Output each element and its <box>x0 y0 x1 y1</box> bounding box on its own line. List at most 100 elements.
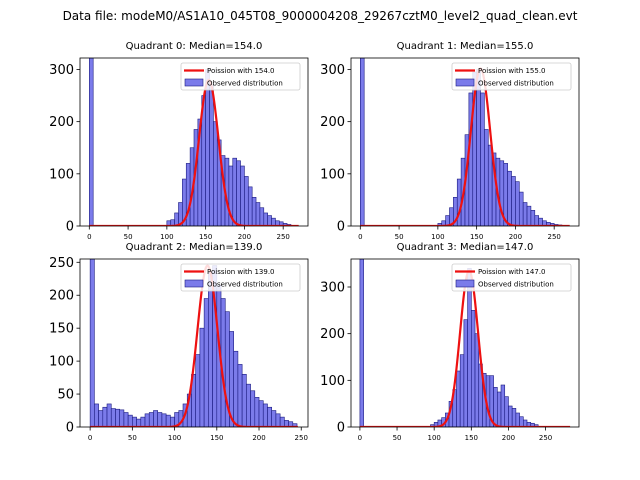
legend-label-poisson: Poission with 155.0 <box>478 67 546 75</box>
histogram-bar <box>259 207 265 226</box>
poisson-curve <box>360 67 570 226</box>
panel-quadrant-0: Quadrant 0: Median=154.0 0 50 100 150 200 250 0… <box>49 41 309 241</box>
x-tick-label: 250 <box>547 233 560 241</box>
y-tick-label: 0 <box>337 220 345 235</box>
histogram-bar <box>271 217 276 226</box>
x-tick-label: 50 <box>395 233 404 241</box>
histogram-bar <box>267 215 272 226</box>
histogram-bar <box>359 259 364 427</box>
histogram-bar <box>275 413 281 427</box>
legend: Poission with 155.0 Observed distribution <box>451 62 572 91</box>
histogram-bar <box>518 191 524 226</box>
legend-bar-swatch <box>184 78 204 87</box>
histogram-bar <box>127 414 133 427</box>
y-tick-label: 0 <box>337 421 345 436</box>
y-tick-label: 200 <box>49 115 74 130</box>
legend-label-poisson: Poission with 154.0 <box>207 67 275 75</box>
histogram-bar <box>262 403 268 427</box>
x-tick-label: 0 <box>87 233 91 241</box>
legend-label-observed: Observed distribution <box>207 281 283 289</box>
histogram-bar <box>236 160 241 226</box>
histogram-bar <box>246 383 251 427</box>
x-tick-label: 100 <box>160 233 173 241</box>
x-tick-label: 250 <box>539 434 552 442</box>
y-tick-label: 100 <box>320 167 345 182</box>
y-tick-label: 150 <box>49 322 74 337</box>
y-tick-label: 200 <box>320 327 345 342</box>
histogram-bar <box>148 412 154 427</box>
y-tick-label: 300 <box>320 63 345 78</box>
histogram-bar <box>144 413 150 427</box>
y-tick-label: 50 <box>57 388 74 403</box>
histogram-bar <box>511 176 516 226</box>
legend: Poission with 154.0 Observed distribution <box>180 62 301 91</box>
axes-frame <box>79 258 309 428</box>
panel-quadrant-1: Quadrant 1: Median=155.0 0 50 100 150 200 250 0… <box>320 41 580 241</box>
histogram-bar <box>467 268 472 427</box>
legend-label-poisson: Poission with 139.0 <box>207 268 275 276</box>
legend-box <box>180 62 301 91</box>
histogram-bar <box>140 416 146 427</box>
histogram-bar <box>161 413 167 427</box>
histogram-bar <box>258 400 264 427</box>
histogram-bar <box>165 414 171 427</box>
histogram-bar <box>254 397 260 427</box>
panel-title: Quadrant 3: Median=147.0 <box>397 242 534 253</box>
histogram-bar <box>244 176 249 226</box>
y-tick-label: 100 <box>320 374 345 389</box>
histogram-bar <box>476 69 481 226</box>
y-tick-label: 300 <box>49 63 74 78</box>
histogram-bar <box>241 373 247 427</box>
x-tick-label: 250 <box>295 434 308 442</box>
histogram-bar <box>89 58 94 226</box>
histogram-bar <box>487 144 493 226</box>
figure-title: Data file: modeM0/AS1A10_045T08_90000042… <box>63 9 578 23</box>
x-tick-label: 250 <box>276 233 289 241</box>
histogram-bar <box>507 170 512 226</box>
histogram-bar <box>500 384 506 427</box>
legend-box <box>180 263 301 292</box>
x-tick-label: 200 <box>238 233 251 241</box>
legend-label-observed: Observed distribution <box>207 80 283 88</box>
x-tick-label: 150 <box>470 233 483 241</box>
histogram-bar <box>493 387 498 427</box>
histogram-bar <box>213 121 218 226</box>
axes-frame <box>350 258 580 428</box>
histogram-bar <box>267 406 272 427</box>
legend: Poission with 147.0 Observed distribution <box>451 263 572 292</box>
histogram-bar <box>110 408 116 427</box>
histogram-bar <box>89 259 95 427</box>
histogram-bar <box>209 84 214 226</box>
histogram-bar <box>123 412 129 427</box>
x-tick-label: 0 <box>358 434 362 442</box>
legend: Poission with 139.0 Observed distribution <box>180 263 301 292</box>
histogram-bar <box>195 354 201 427</box>
histogram-bar <box>94 403 99 427</box>
histogram-bar <box>456 370 461 427</box>
histogram-bar <box>534 215 539 226</box>
x-tick-label: 100 <box>431 233 444 241</box>
x-tick-label: 200 <box>509 233 522 241</box>
histogram-bar <box>530 210 536 226</box>
histogram-bar <box>474 333 480 427</box>
x-tick-label: 200 <box>502 434 515 442</box>
histogram-bar <box>515 412 520 427</box>
histogram-bar <box>250 390 256 427</box>
histogram-bar <box>106 403 112 427</box>
histogram-bar <box>480 92 485 226</box>
panel-quadrant-3: Quadrant 3: Median=147.0 0 50 100 150 200 250 0… <box>320 242 580 442</box>
histogram-bar <box>511 408 517 427</box>
histogram-bar <box>199 327 205 427</box>
legend-box <box>451 62 572 91</box>
legend-bar-swatch <box>455 78 475 87</box>
panel-quadrant-2: Quadrant 2: Median=139.0 0 50 100 150 200 250 0… <box>49 242 309 442</box>
histogram-bar <box>519 416 524 427</box>
histogram-bar <box>115 408 120 427</box>
histogram-bar <box>504 396 509 427</box>
histogram-bar <box>456 178 462 226</box>
x-tick-label: 150 <box>199 233 212 241</box>
legend-bar-swatch <box>184 279 204 288</box>
x-tick-label: 0 <box>358 233 362 241</box>
histogram-bar <box>247 186 253 226</box>
